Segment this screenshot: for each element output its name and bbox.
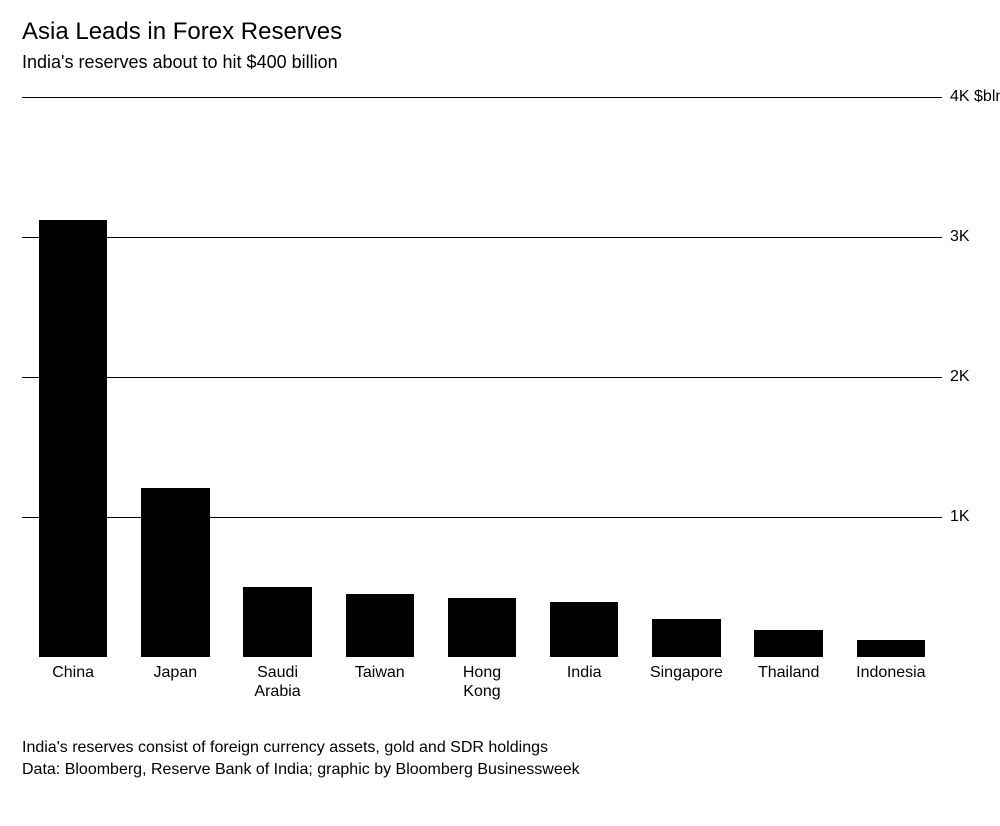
x-tick-label: Saudi Arabia bbox=[226, 663, 328, 701]
x-tick-label: China bbox=[22, 663, 124, 682]
chart-container: Asia Leads in Forex Reserves India's res… bbox=[0, 0, 1000, 826]
y-tick-label: 2K bbox=[950, 368, 970, 386]
footnote-line-2: Data: Bloomberg, Reserve Bank of India; … bbox=[22, 759, 978, 781]
chart-title: Asia Leads in Forex Reserves bbox=[22, 18, 978, 46]
y-tick-label: 3K bbox=[950, 228, 970, 246]
bar bbox=[550, 602, 618, 657]
bar bbox=[857, 640, 925, 658]
gridline bbox=[22, 237, 942, 238]
x-tick-label: Hong Kong bbox=[431, 663, 533, 701]
bar bbox=[754, 630, 822, 657]
chart-subtitle: India's reserves about to hit $400 billi… bbox=[22, 52, 978, 73]
plot-region bbox=[22, 97, 942, 657]
chart-footnote: India's reserves consist of foreign curr… bbox=[22, 737, 978, 780]
y-axis-labels: 1K2K3K4K $bln bbox=[950, 97, 1000, 657]
x-tick-label: Singapore bbox=[635, 663, 737, 682]
x-tick-label: Indonesia bbox=[840, 663, 942, 682]
x-tick-label: India bbox=[533, 663, 635, 682]
x-tick-label: Japan bbox=[124, 663, 226, 682]
x-axis-labels: ChinaJapanSaudi ArabiaTaiwanHong KongInd… bbox=[22, 663, 942, 709]
footnote-line-1: India's reserves consist of foreign curr… bbox=[22, 737, 978, 759]
bar bbox=[141, 488, 209, 657]
y-tick-label: 1K bbox=[950, 508, 970, 526]
x-tick-label: Taiwan bbox=[329, 663, 431, 682]
gridline bbox=[22, 377, 942, 378]
bar bbox=[243, 587, 311, 657]
gridline bbox=[22, 97, 942, 98]
bar bbox=[39, 220, 107, 657]
bar bbox=[346, 594, 414, 657]
x-tick-label: Thailand bbox=[738, 663, 840, 682]
y-tick-label: 4K $bln bbox=[950, 88, 1000, 106]
chart-area: 1K2K3K4K $bln ChinaJapanSaudi ArabiaTaiw… bbox=[22, 97, 978, 709]
bar bbox=[652, 619, 720, 658]
bar bbox=[448, 598, 516, 657]
